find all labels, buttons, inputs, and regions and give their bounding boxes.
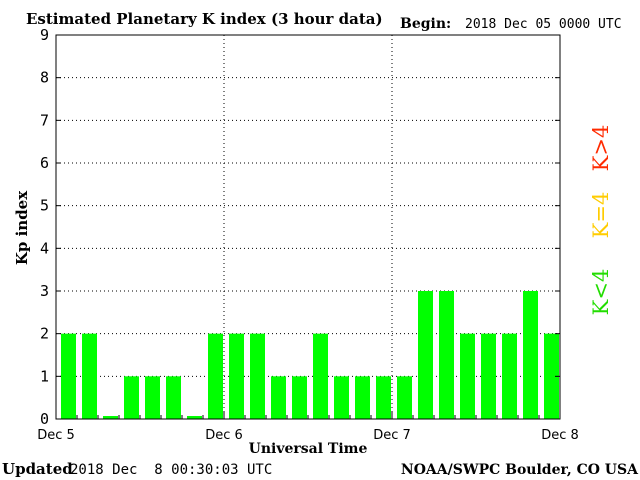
x-tick-label: Dec 6	[205, 428, 243, 443]
kp-bar	[376, 376, 391, 419]
kp-bar	[61, 333, 76, 419]
y-tick-label: 4	[40, 239, 49, 257]
kp-bar	[355, 376, 370, 419]
kp-bar	[145, 376, 160, 419]
kp-bar	[187, 416, 202, 419]
kp-bar	[82, 333, 97, 419]
y-tick-label: 0	[40, 410, 49, 428]
y-tick-label: 3	[40, 282, 49, 300]
y-tick-label: 1	[40, 367, 49, 385]
kp-bar	[250, 333, 265, 419]
updated-value: 2018 Dec 8 00:30:03 UTC	[70, 462, 272, 478]
kp-bar	[229, 333, 244, 419]
y-tick-label: 7	[40, 111, 49, 129]
x-tick-label: Dec 7	[373, 428, 411, 443]
legend-k-less-4: K<4	[589, 269, 613, 316]
y-tick-label: 8	[40, 69, 49, 87]
kp-bar	[103, 416, 118, 419]
legend-k-equal-4: K=4	[589, 192, 613, 239]
kp-bar	[334, 376, 349, 419]
bar-series	[61, 291, 559, 419]
x-tick-label: Dec 8	[541, 428, 579, 443]
footer-credit: NOAA/SWPC Boulder, CO USA	[401, 462, 639, 478]
axis-ticks	[55, 34, 561, 420]
kp-bar	[208, 333, 223, 419]
begin-label: Begin:	[400, 16, 451, 32]
y-tick-labels: 0 1 2 3 4 5 6 7 8 9	[40, 26, 49, 428]
kp-bar	[502, 333, 517, 419]
x-tick-labels: Dec 5 Dec 6 Dec 7 Dec 8	[37, 428, 579, 443]
kp-bar	[418, 291, 433, 419]
kp-bar	[523, 291, 538, 419]
x-axis-label: Universal Time	[249, 441, 368, 457]
chart-title: Estimated Planetary K index (3 hour data…	[26, 10, 383, 28]
kp-bar	[271, 376, 286, 419]
kp-bar	[439, 291, 454, 419]
y-axis-label: Kp index	[13, 190, 31, 265]
begin-value: 2018 Dec 05 0000 UTC	[465, 17, 622, 32]
legend-k-greater-4: K>4	[589, 125, 613, 172]
updated-label: Updated	[2, 460, 73, 478]
y-tick-label: 9	[40, 26, 49, 44]
kp-bar	[166, 376, 181, 419]
kp-bar	[292, 376, 307, 419]
kp-bar	[313, 333, 328, 419]
kp-bar	[460, 333, 475, 419]
kp-bar	[124, 376, 139, 419]
y-tick-label: 6	[40, 154, 49, 172]
y-tick-label: 5	[40, 197, 49, 215]
x-tick-label: Dec 5	[37, 428, 75, 443]
y-tick-label: 2	[40, 325, 49, 343]
kp-bar	[397, 376, 412, 419]
kp-bar	[481, 333, 496, 419]
kp-bar	[544, 333, 559, 419]
